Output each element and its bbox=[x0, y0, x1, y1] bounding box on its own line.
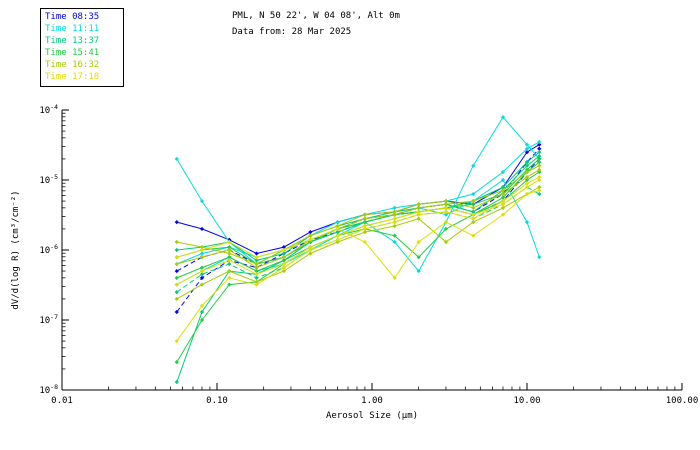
x-tick-label: 10.00 bbox=[513, 396, 540, 406]
x-tick-label: 0.01 bbox=[51, 396, 73, 406]
legend-entry-1632: Time 16:32 bbox=[45, 60, 100, 70]
x-axis-label: Aerosol Size (μm) bbox=[326, 411, 418, 421]
legend-entry-1541: Time 15:41 bbox=[45, 48, 100, 58]
title-block: PML, N 50 22', W 04 08', Alt 0m Data fro… bbox=[232, 8, 400, 40]
series-13:37-6 bbox=[174, 150, 542, 385]
y-tick-label: 10-6 bbox=[39, 243, 58, 256]
legend-entry-1111: Time 11:11 bbox=[45, 24, 100, 34]
x-tick-label: 1.00 bbox=[361, 396, 383, 406]
chart-subtitle: Data from: 28 Mar 2025 bbox=[232, 27, 352, 37]
series-17:18-16 bbox=[174, 188, 542, 280]
y-tick-label: 10-5 bbox=[39, 173, 58, 186]
x-axis: 0.01 0.10 1.00 10.00 100.00 bbox=[51, 383, 698, 406]
y-tick-label: 10-4 bbox=[39, 103, 58, 116]
legend-entry-1718: Time 17:18 bbox=[45, 72, 100, 82]
legend-entry-0835: Time 08:35 bbox=[45, 12, 100, 22]
y-axis: 10-4 10-5 10-6 10-7 10-8 bbox=[39, 103, 69, 396]
x-tick-label: 0.10 bbox=[206, 396, 228, 406]
series-17:18-17 bbox=[174, 177, 542, 287]
series-16:32-13 bbox=[174, 185, 542, 302]
y-tick-label: 10-7 bbox=[39, 313, 58, 326]
legend-entry-1337: Time 13:37 bbox=[45, 36, 100, 46]
legend-box: Time 08:35 Time 11:11 Time 13:37 Time 15… bbox=[40, 8, 124, 87]
x-tick-label: 100.00 bbox=[666, 396, 699, 406]
series-17:18-15 bbox=[174, 175, 542, 344]
series-08:35-2 bbox=[174, 156, 542, 315]
chart-title: PML, N 50 22', W 04 08', Alt 0m bbox=[232, 11, 400, 21]
y-tick-label: 10-8 bbox=[39, 383, 58, 396]
y-axis-label: dV/d(log R) (cm³/cm⁻²) bbox=[11, 190, 21, 309]
